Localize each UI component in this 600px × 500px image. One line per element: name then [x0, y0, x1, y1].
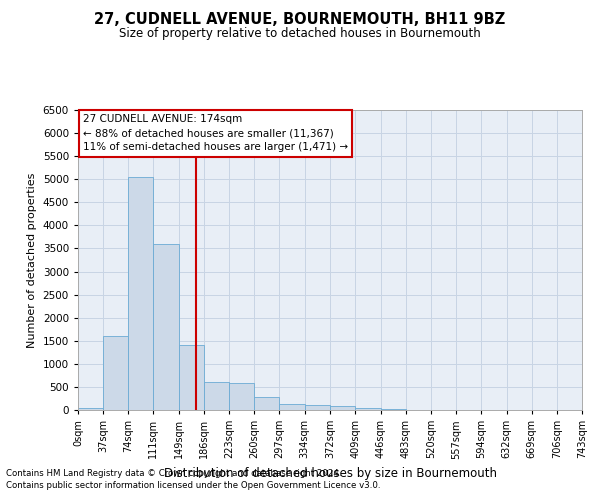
Bar — [229, 383, 254, 410]
Bar — [204, 382, 229, 410]
Bar — [254, 397, 280, 410]
Text: Contains HM Land Registry data © Crown copyright and database right 2024.: Contains HM Land Registry data © Crown c… — [6, 468, 341, 477]
Text: 27 CUDNELL AVENUE: 174sqm
← 88% of detached houses are smaller (11,367)
11% of s: 27 CUDNELL AVENUE: 174sqm ← 88% of detac… — [83, 114, 348, 152]
Bar — [78, 408, 103, 410]
Y-axis label: Number of detached properties: Number of detached properties — [27, 172, 37, 348]
Bar — [128, 177, 153, 410]
Bar — [355, 408, 380, 410]
Bar — [153, 244, 179, 410]
Bar — [280, 404, 305, 410]
Bar — [179, 346, 204, 410]
Bar — [103, 336, 128, 410]
Bar — [305, 406, 331, 410]
Bar — [331, 406, 355, 410]
Text: Size of property relative to detached houses in Bournemouth: Size of property relative to detached ho… — [119, 28, 481, 40]
X-axis label: Distribution of detached houses by size in Bournemouth: Distribution of detached houses by size … — [163, 467, 497, 480]
Bar — [380, 408, 406, 410]
Text: Contains public sector information licensed under the Open Government Licence v3: Contains public sector information licen… — [6, 481, 380, 490]
Text: 27, CUDNELL AVENUE, BOURNEMOUTH, BH11 9BZ: 27, CUDNELL AVENUE, BOURNEMOUTH, BH11 9B… — [94, 12, 506, 28]
